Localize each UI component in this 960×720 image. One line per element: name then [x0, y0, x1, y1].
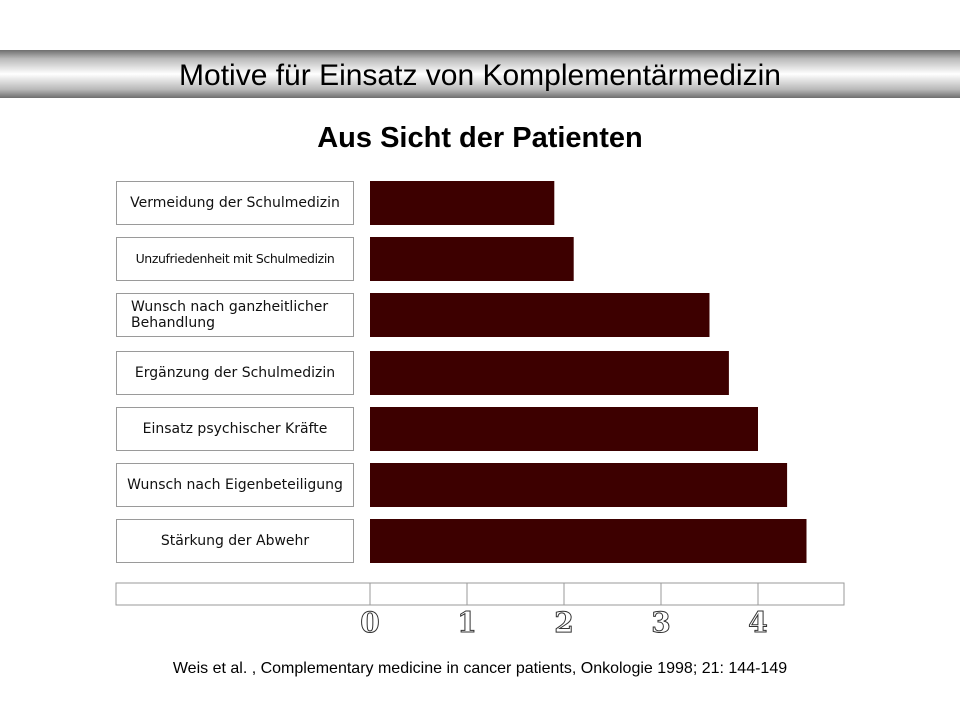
category-label-7: Stärkung der Abwehr: [116, 519, 354, 563]
category-label-5: Einsatz psychischer Kräfte: [116, 407, 354, 451]
chart-subtitle: Aus Sicht der Patienten: [317, 122, 643, 154]
page-title: Motive für Einsatz von Komplementärmediz…: [179, 59, 781, 92]
category-label-3: Wunsch nach ganzheitlicher Behandlung: [116, 293, 354, 337]
bar-7: [370, 519, 807, 563]
bar-3: [370, 293, 710, 337]
x-axis: [115, 582, 845, 606]
category-label-6: Wunsch nach Eigenbeteiligung: [116, 463, 354, 507]
x-tick-label-4: 4: [748, 606, 767, 639]
category-label-4: Ergänzung der Schulmedizin: [116, 351, 354, 395]
x-tick-label-2: 2: [554, 606, 573, 639]
category-label-1: Vermeidung der Schulmedizin: [116, 181, 354, 225]
title-bar: [0, 50, 960, 98]
x-tick-label-0: 0: [360, 606, 379, 639]
bar-4: [370, 351, 729, 395]
category-label-2: Unzufriedenheit mit Schulmedizin: [116, 237, 354, 281]
bar-5: [370, 407, 758, 451]
citation: Weis et al. , Complementary medicine in …: [172, 660, 788, 677]
bar-6: [370, 463, 788, 507]
bar-2: [370, 237, 574, 281]
x-tick-label-1: 1: [457, 606, 476, 639]
x-tick-label-3: 3: [651, 606, 670, 639]
bar-1: [370, 181, 555, 225]
